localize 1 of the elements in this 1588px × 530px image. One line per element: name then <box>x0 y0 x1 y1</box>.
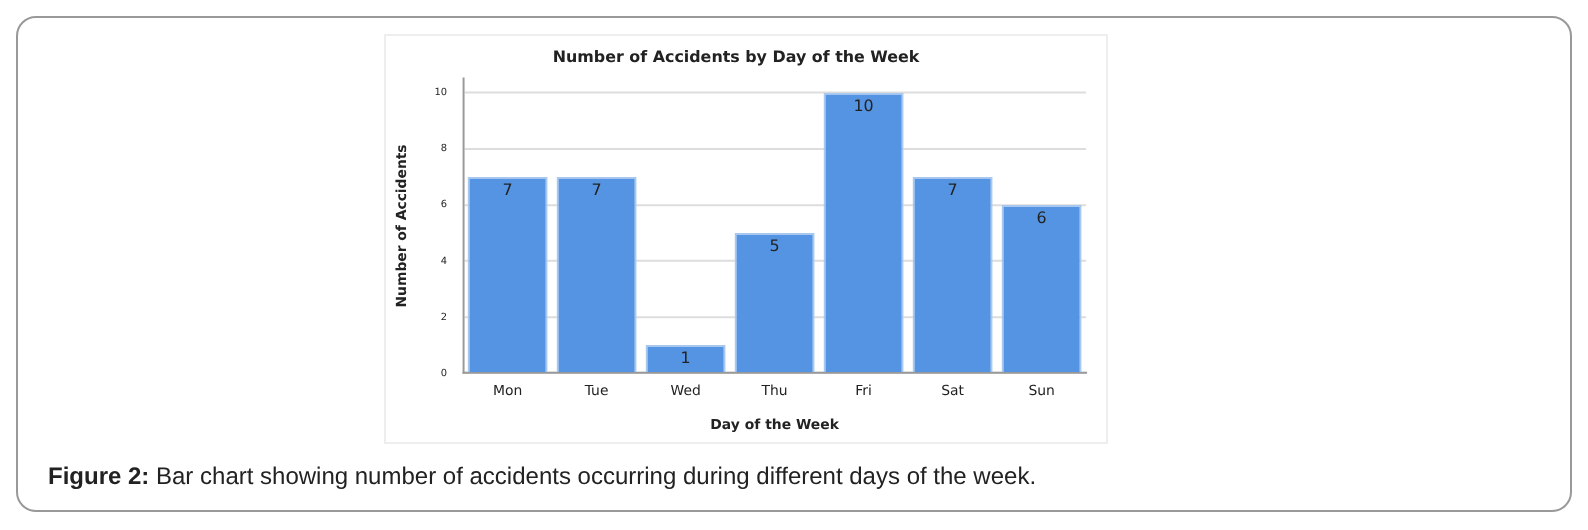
caption: Figure 2: Bar chart showing number of accidents occurring during different days of the week. <box>48 462 1037 490</box>
